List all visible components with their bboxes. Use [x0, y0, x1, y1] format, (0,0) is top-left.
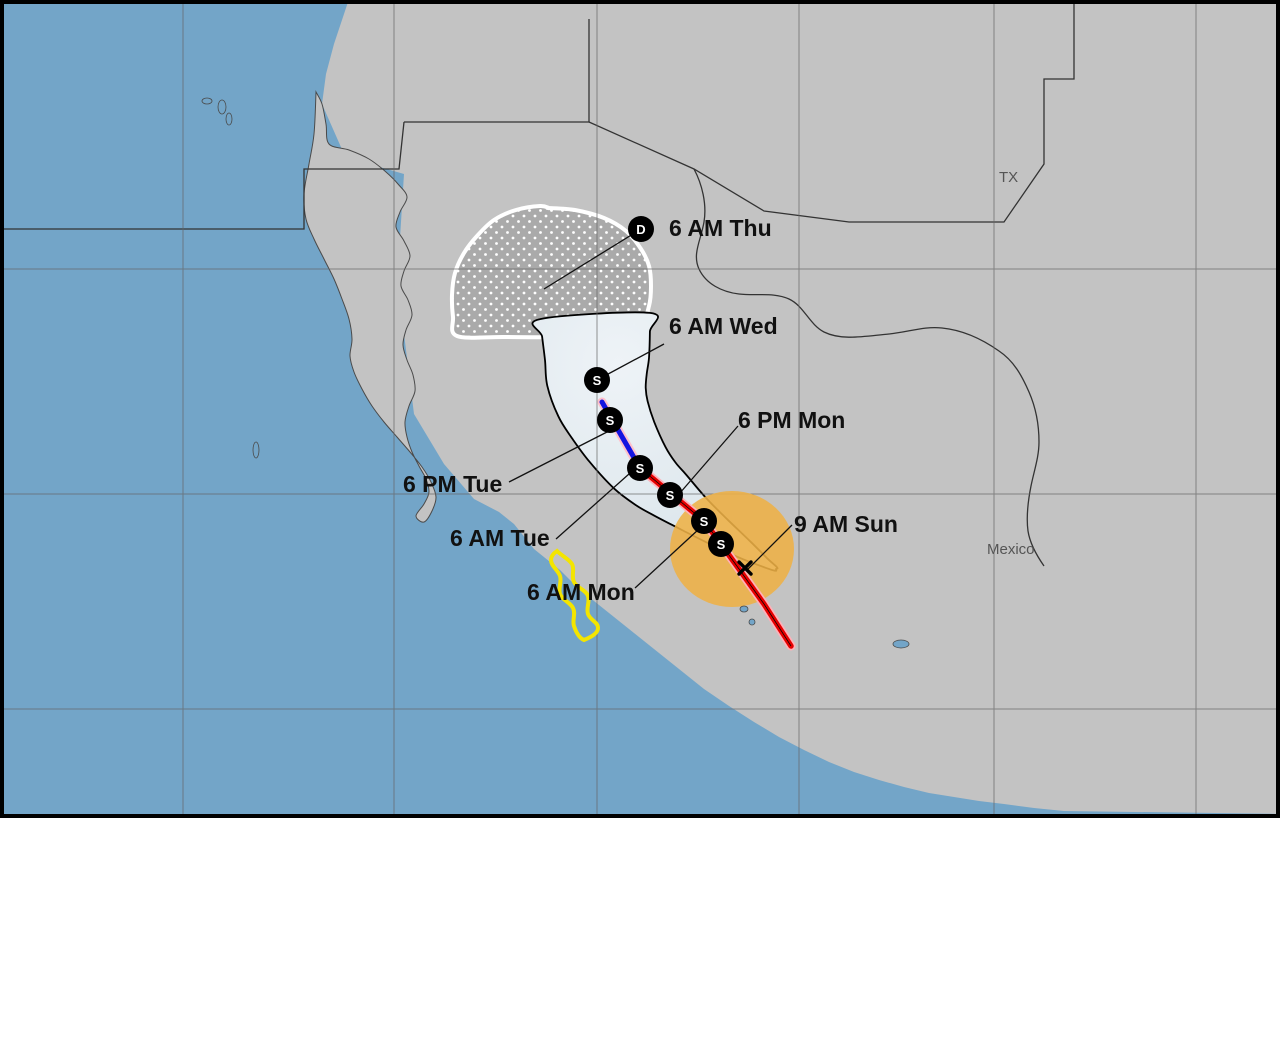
svg-text:6 AM Tue: 6 AM Tue — [450, 525, 550, 551]
svg-text:S: S — [666, 488, 675, 503]
svg-text:6 AM Wed: 6 AM Wed — [669, 313, 778, 339]
svg-text:6 PM Tue: 6 PM Tue — [403, 471, 502, 497]
svg-text:S: S — [593, 373, 602, 388]
svg-text:S: S — [636, 461, 645, 476]
svg-text:6 PM Mon: 6 PM Mon — [738, 407, 845, 433]
svg-text:S: S — [717, 537, 726, 552]
svg-text:D: D — [636, 222, 645, 237]
svg-text:6 AM Mon: 6 AM Mon — [527, 579, 635, 605]
svg-text:S: S — [606, 413, 615, 428]
svg-text:TX: TX — [999, 169, 1018, 186]
svg-text:9 AM Sun: 9 AM Sun — [794, 511, 898, 537]
svg-text:Mexico: Mexico — [987, 541, 1035, 558]
svg-text:6 AM Thu: 6 AM Thu — [669, 215, 772, 241]
svg-text:S: S — [700, 514, 709, 529]
